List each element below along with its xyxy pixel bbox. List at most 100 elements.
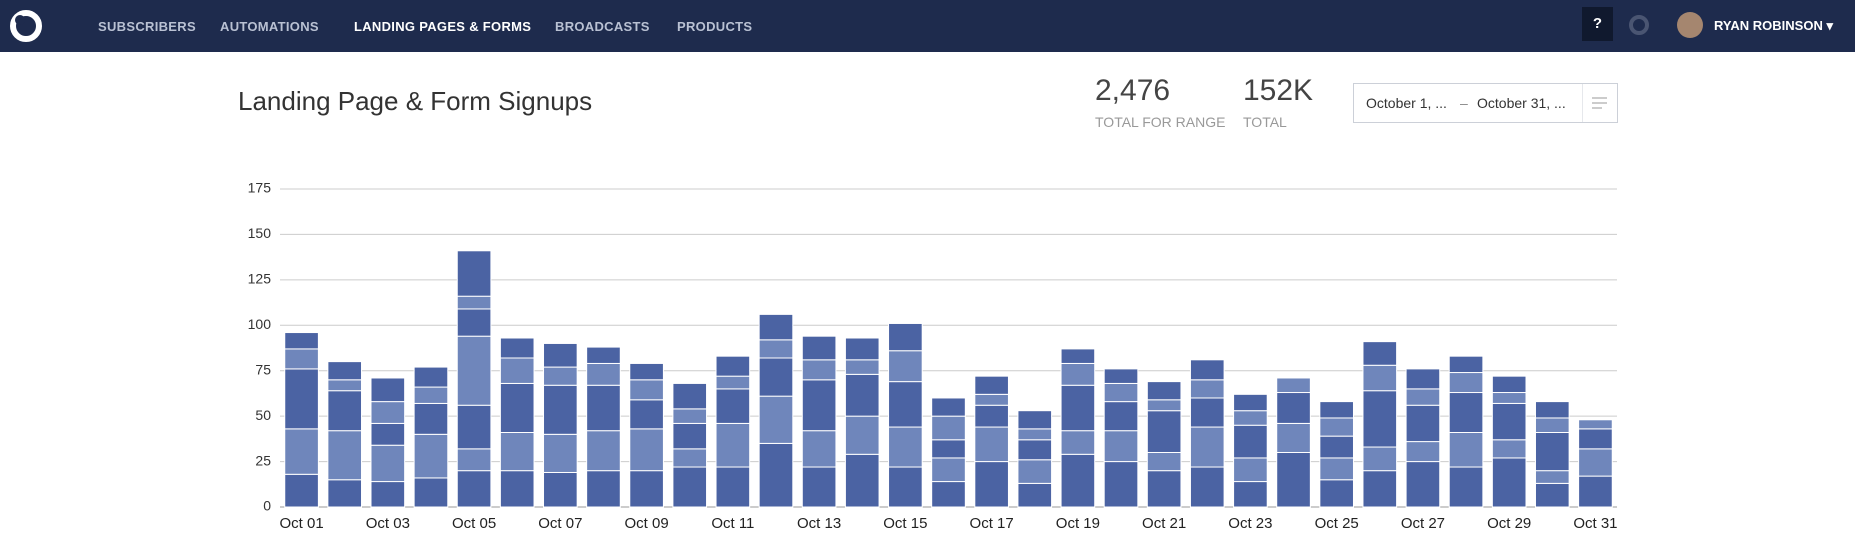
bar-segment [801, 430, 837, 468]
bar-segment [931, 481, 966, 508]
bar-segment [1276, 422, 1311, 453]
bar-segment [1189, 426, 1225, 468]
bar-segment [844, 373, 880, 417]
bar-segment [1491, 439, 1527, 459]
date-range-picker[interactable]: October 1, ... – October 31, ... [1353, 83, 1618, 123]
bar-segment [1405, 368, 1441, 390]
bar-segment [1448, 355, 1484, 374]
bar-segment [1319, 435, 1354, 459]
bar-segment [327, 430, 363, 481]
bar-segment [1189, 466, 1225, 508]
bar-segment [1103, 401, 1139, 432]
nav-item[interactable]: BROADCASTS [555, 19, 650, 34]
bar-segment [543, 471, 578, 508]
bar-segment [672, 382, 708, 410]
bar-segment [888, 426, 923, 468]
bar-segment [931, 397, 966, 417]
bar-segment [284, 332, 319, 350]
bar-segment [888, 381, 923, 428]
bar-segment [1146, 451, 1182, 472]
bar-segment [1017, 410, 1053, 430]
x-tick-label: Oct 25 [1315, 515, 1359, 532]
bar-segment [370, 422, 406, 446]
status-icon [1629, 15, 1649, 35]
bar-segment [801, 359, 837, 381]
bar-segment [1448, 392, 1484, 433]
bar-segment [1060, 362, 1096, 386]
bar-segment [1233, 457, 1268, 483]
help-button[interactable]: ? [1582, 7, 1613, 41]
bar-segment [499, 382, 535, 433]
bar-segment [672, 448, 708, 468]
bar-segment [413, 386, 449, 404]
bar-segment [499, 431, 535, 472]
nav-item[interactable]: SUBSCRIBERS [98, 19, 196, 34]
stat-label: TOTAL FOR RANGE [1095, 114, 1226, 130]
bar-segment [456, 470, 492, 508]
bar-segment [888, 350, 923, 383]
bar-segment [931, 415, 966, 441]
bar-segment [1276, 392, 1311, 424]
menu-button[interactable] [1582, 84, 1617, 122]
bar-segment [974, 393, 1009, 406]
x-tick-label: Oct 07 [538, 515, 582, 532]
bar-segment [1017, 459, 1053, 484]
bar-segment [1362, 364, 1398, 392]
bar-segment [456, 308, 492, 337]
user-name[interactable]: RYAN ROBINSON ▾ [1714, 18, 1833, 33]
avatar[interactable] [1677, 12, 1703, 38]
bar-segment [672, 422, 708, 450]
bar-segment [844, 337, 880, 361]
bar-segment [629, 470, 664, 508]
bar-segment [1060, 430, 1096, 455]
bar-segment [672, 408, 708, 424]
bar-segment [1017, 482, 1053, 508]
bar-segment [758, 339, 794, 359]
nav-item[interactable]: AUTOMATIONS [220, 19, 319, 34]
bar-segment [1534, 482, 1570, 508]
bar-segment [1319, 479, 1354, 508]
nav-item[interactable]: PRODUCTS [677, 19, 753, 34]
bar-segment [1189, 359, 1225, 381]
user-name-text: RYAN ROBINSON [1714, 18, 1823, 33]
x-tick-label: Oct 21 [1142, 515, 1186, 532]
bar-segment [758, 442, 794, 508]
bar-segment [1276, 377, 1311, 394]
bar-segment [1448, 372, 1484, 394]
bar-segment [1146, 410, 1182, 453]
bar-segment [1362, 390, 1398, 448]
y-tick-label: 75 [255, 361, 271, 377]
logo[interactable] [8, 8, 44, 44]
bar-segment [499, 357, 535, 384]
x-tick-label: Oct 05 [452, 515, 496, 532]
bar-segment [1362, 446, 1398, 472]
date-start[interactable]: October 1, ... [1366, 95, 1447, 111]
bar-segment [931, 457, 966, 483]
bar-segment [370, 401, 406, 424]
bar-segment [413, 402, 449, 435]
bar-segment [1491, 375, 1527, 394]
bar-segment [715, 422, 751, 468]
bar-segment [456, 448, 492, 472]
bar-segment [1017, 428, 1053, 441]
bar-segment [1362, 341, 1398, 366]
date-end[interactable]: October 31, ... [1477, 95, 1566, 111]
bar-segment [370, 444, 406, 483]
bar-segment [758, 357, 794, 397]
x-tick-label: Oct 13 [797, 515, 841, 532]
bar-segment [1491, 402, 1527, 441]
bar-segment [1103, 368, 1139, 384]
bar-segment [586, 346, 621, 364]
x-tick-label: Oct 27 [1401, 515, 1445, 532]
bar-segment [543, 366, 578, 386]
bar-segment [1103, 382, 1139, 403]
bar-segment [456, 295, 492, 310]
bar-segment [1103, 461, 1139, 508]
chart-title: Landing Page & Form Signups [238, 86, 592, 116]
bar-segment [1578, 475, 1613, 508]
chart: Landing Page & Form Signups 0 25 50 75 100 12… [238, 86, 1618, 532]
nav-item[interactable]: LANDING PAGES & FORMS [354, 19, 532, 34]
bar-segment [974, 461, 1009, 508]
x-tick-label: Oct 19 [1056, 515, 1100, 532]
y-tick-label: 100 [248, 316, 272, 332]
